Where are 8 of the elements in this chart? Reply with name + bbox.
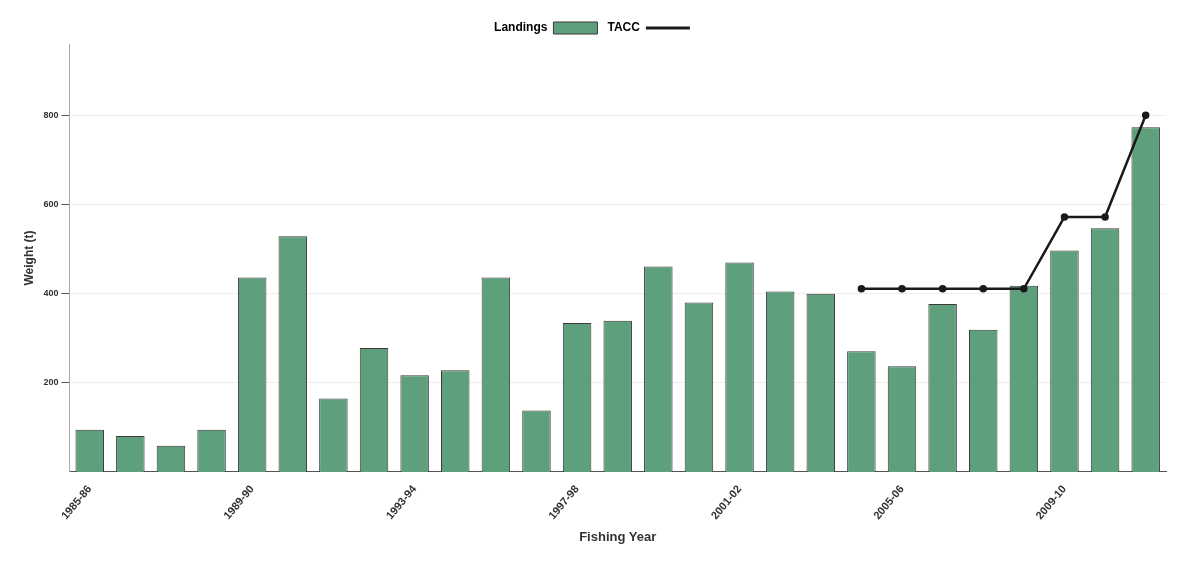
x-axis-title: Fishing Year	[579, 528, 657, 544]
y-tick-label: 400	[43, 288, 59, 299]
legend-label: Landings	[494, 20, 548, 35]
y-tick-label: 800	[43, 109, 59, 120]
y-tick-label: 600	[43, 198, 59, 209]
y-tick-label: 200	[43, 377, 59, 388]
y-axis-title: Weight (t)	[21, 230, 36, 286]
legend-label: TACC	[607, 20, 641, 35]
